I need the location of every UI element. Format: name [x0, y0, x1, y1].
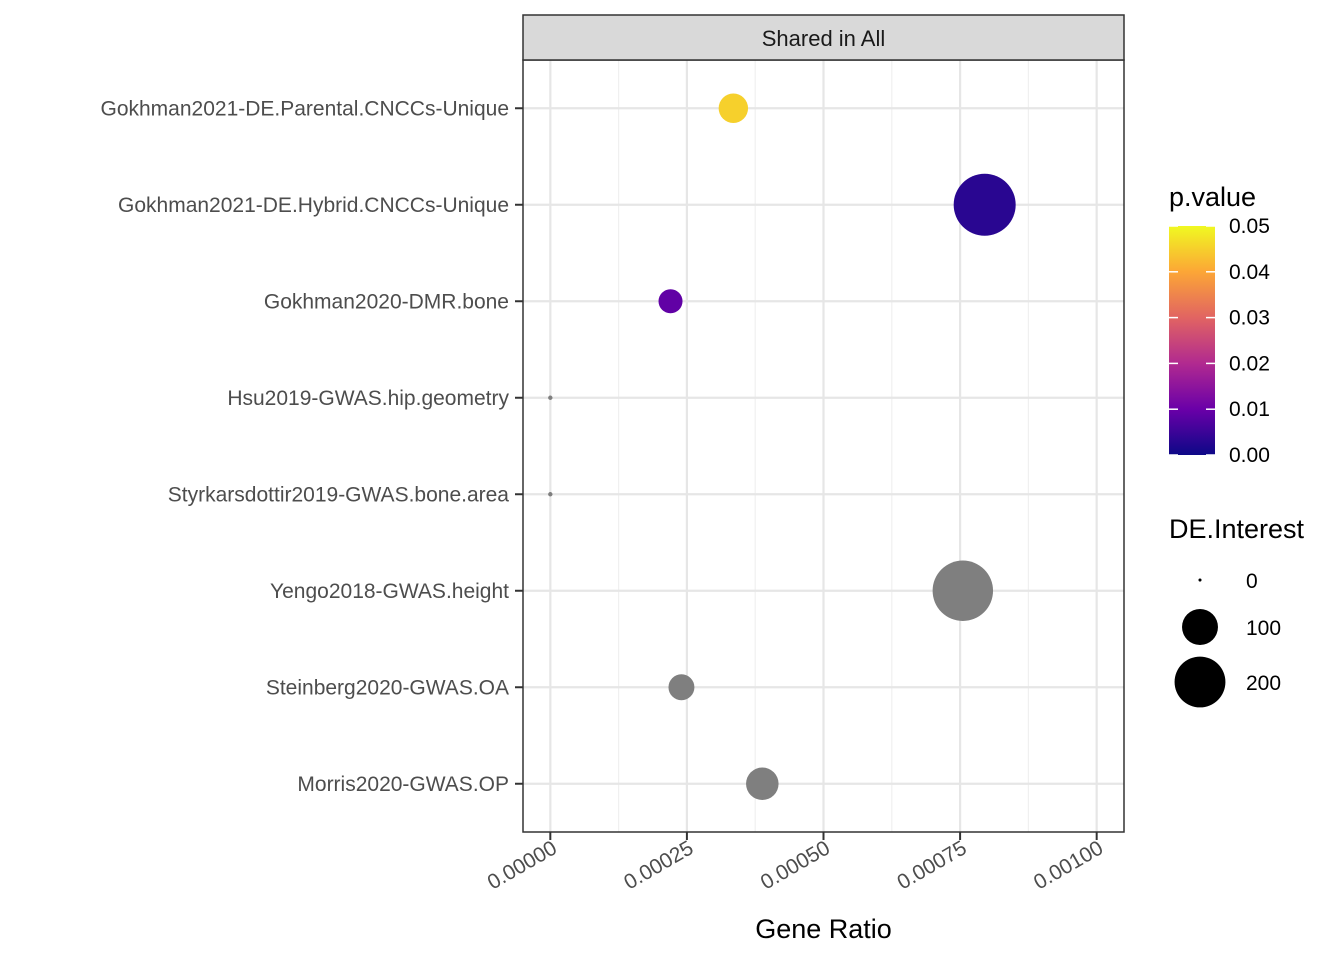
color-legend-label: 0.05: [1229, 215, 1270, 238]
data-point: [746, 767, 779, 801]
data-point: [548, 395, 553, 400]
size-legend-title: DE.Interest: [1169, 514, 1305, 544]
x-tick-label: 0.00100: [1030, 836, 1107, 894]
size-legend-key: [1198, 578, 1202, 582]
color-legend-label: 0.03: [1229, 307, 1270, 330]
y-tick-label: Styrkarsdottir2019-GWAS.bone.area: [168, 483, 510, 506]
color-legend-label: 0.02: [1229, 352, 1270, 375]
size-legend-label: 0: [1246, 570, 1258, 593]
data-point: [932, 560, 994, 621]
data-point: [718, 93, 749, 123]
y-tick-label: Gokhman2021-DE.Parental.CNCCs-Unique: [100, 97, 509, 120]
size-legend-key: [1174, 656, 1226, 708]
size-legend-label: 200: [1246, 672, 1281, 695]
color-legend-label: 0.00: [1229, 444, 1270, 467]
data-point: [548, 492, 553, 497]
y-tick-label: Yengo2018-GWAS.height: [270, 580, 509, 603]
y-tick-label: Steinberg2020-GWAS.OA: [266, 676, 509, 699]
y-tick-label: Morris2020-GWAS.OP: [297, 773, 509, 796]
color-legend-label: 0.01: [1229, 398, 1270, 421]
color-legend-title: p.value: [1169, 182, 1256, 212]
data-point: [658, 289, 683, 314]
x-tick-label: 0.00050: [757, 836, 834, 894]
color-legend-bar: [1169, 226, 1215, 455]
x-tick-label: 0.00025: [620, 836, 697, 894]
data-point: [668, 674, 695, 701]
x-axis-title: Gene Ratio: [755, 914, 892, 944]
facet-strip: [522, 14, 1125, 61]
size-legend-key: [1182, 609, 1218, 645]
y-tick-label: Gokhman2021-DE.Hybrid.CNCCs-Unique: [118, 194, 509, 217]
facet-strip-label: Shared in All: [762, 26, 886, 51]
data-point: [953, 173, 1016, 236]
color-legend-label: 0.04: [1229, 261, 1270, 284]
x-tick-label: 0.00075: [893, 836, 970, 894]
y-tick-label: Hsu2019-GWAS.hip.geometry: [227, 387, 509, 410]
size-legend-label: 100: [1246, 617, 1281, 640]
x-tick-label: 0.00000: [484, 836, 561, 894]
y-tick-label: Gokhman2020-DMR.bone: [264, 290, 509, 313]
